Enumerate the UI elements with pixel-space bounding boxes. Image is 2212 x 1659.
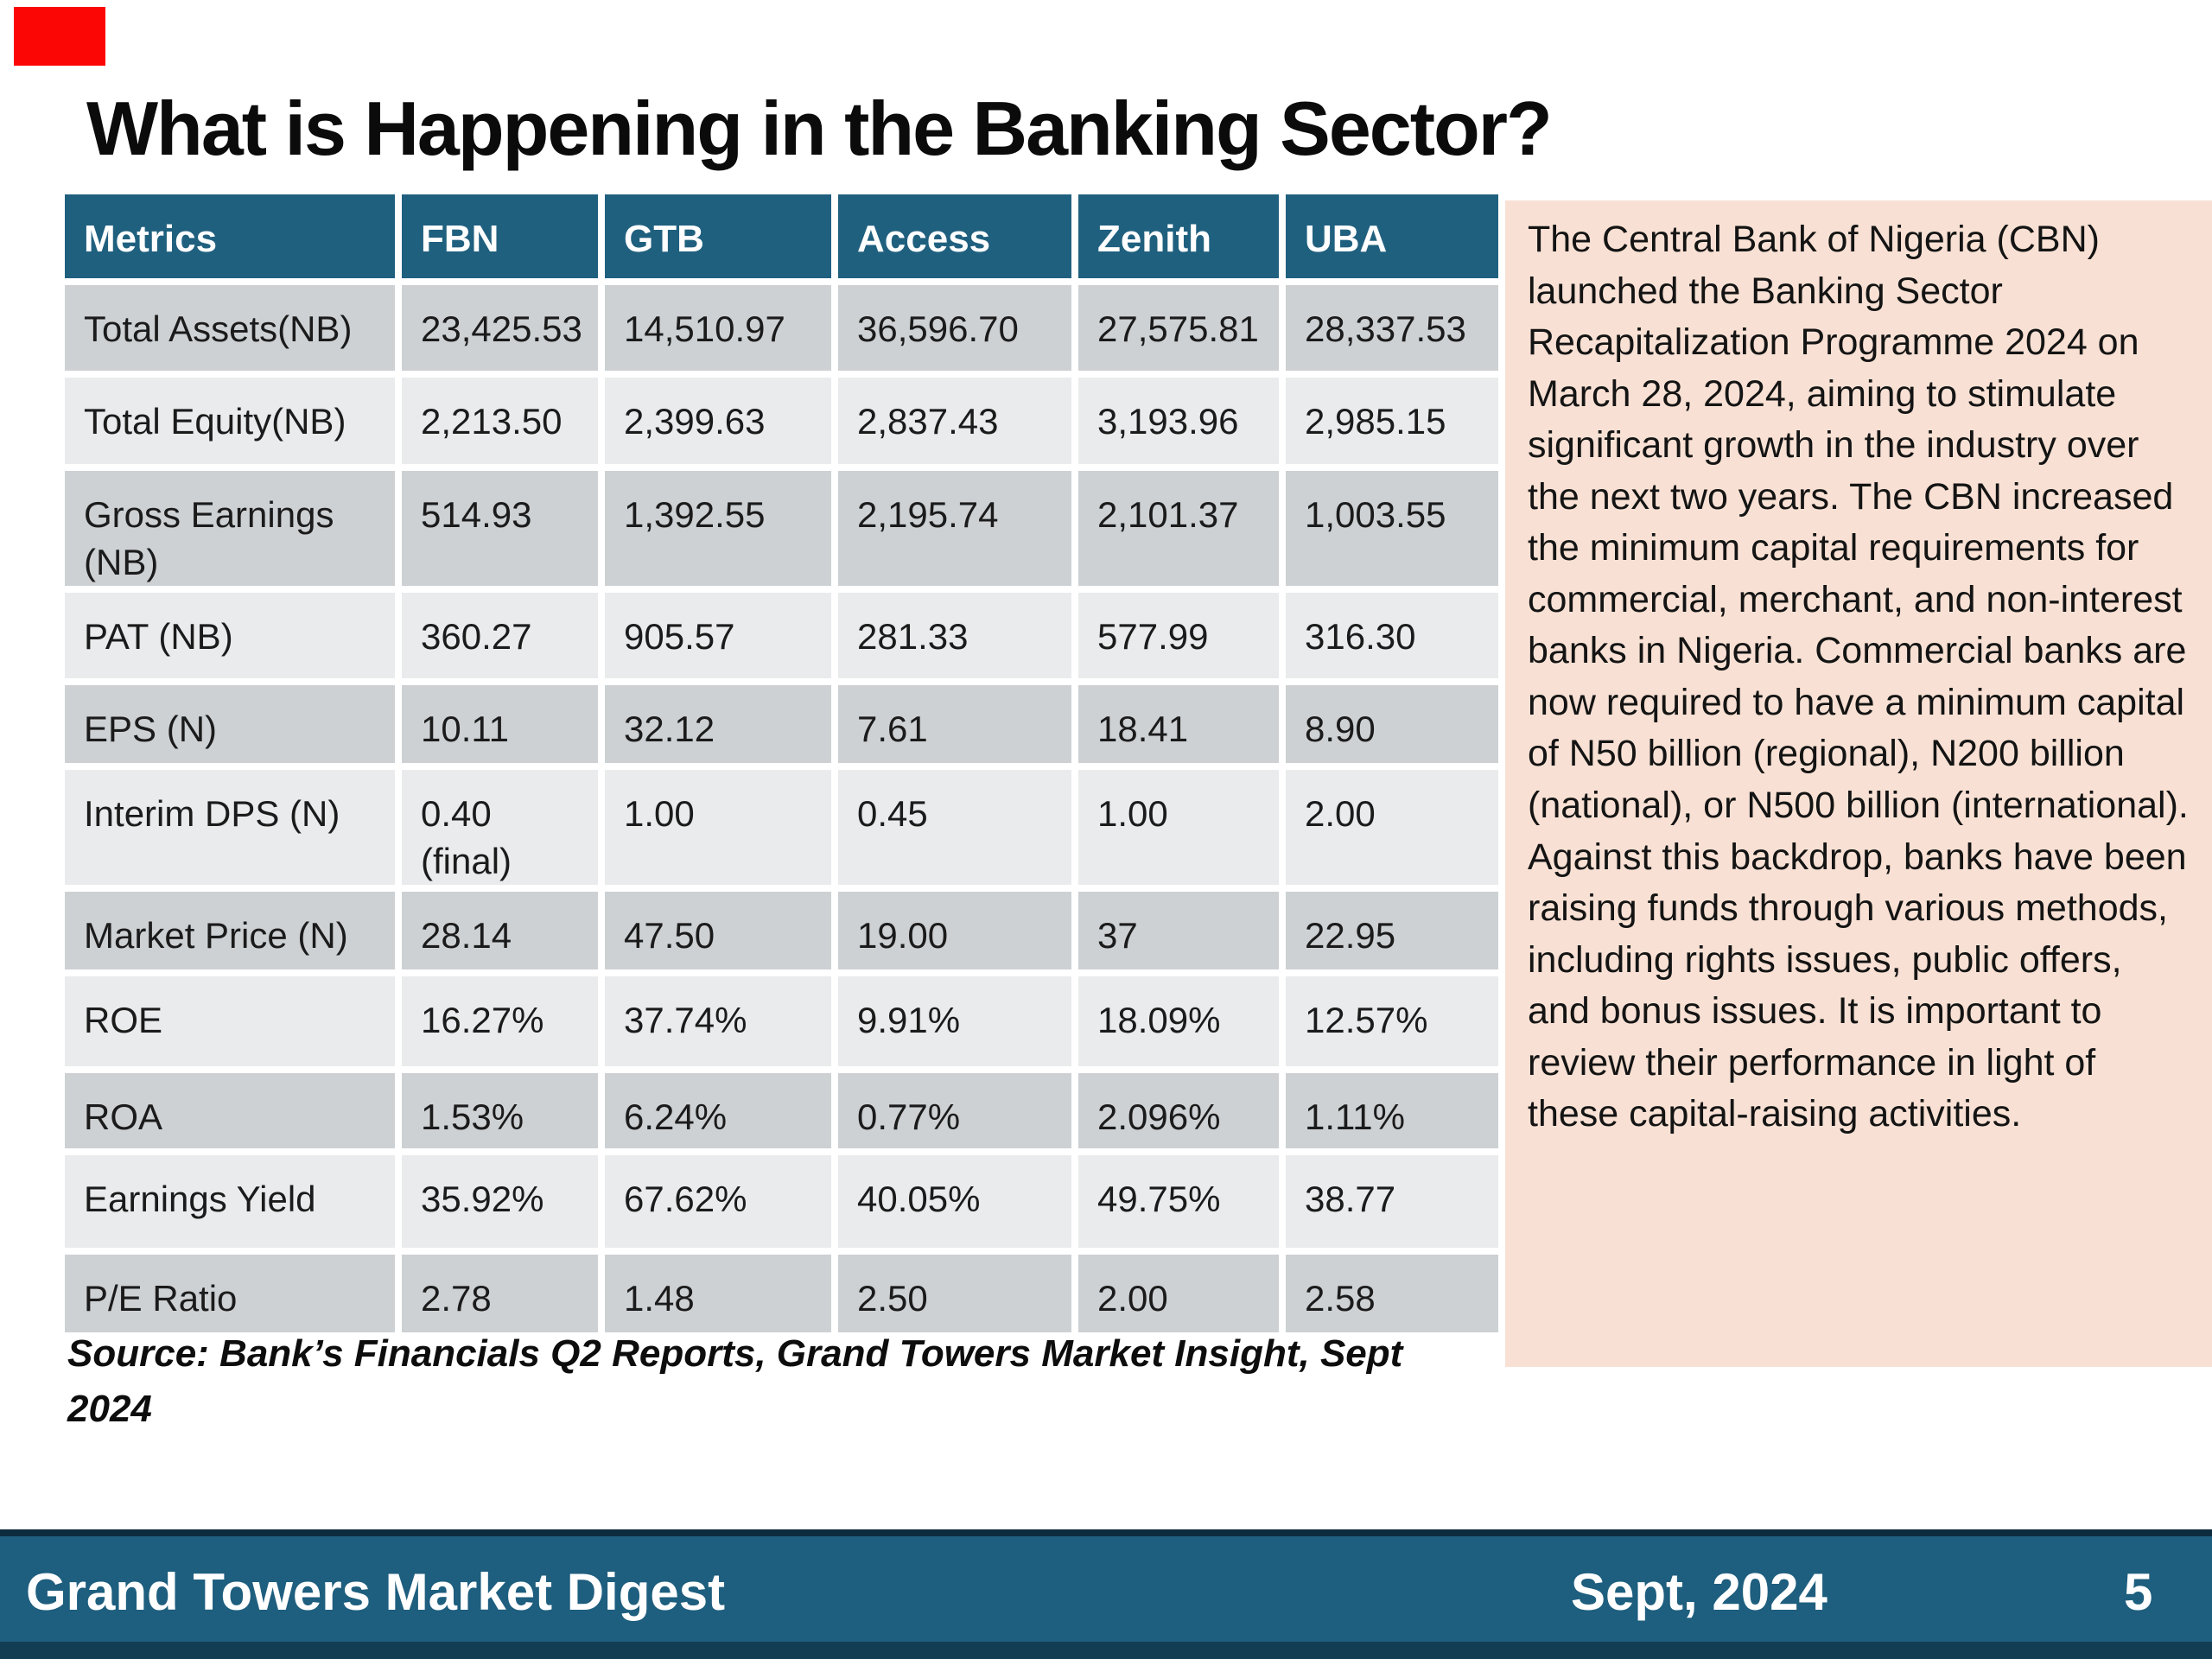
metric-value: 36,596.70 (838, 285, 1078, 378)
table-row: PAT (NB) 360.27 905.57 281.33 577.99 316.30 (65, 593, 1498, 686)
table-row: Earnings Yield 35.92% 67.62% 40.05% 49.75% 38… (65, 1155, 1498, 1255)
metric-value: 0.45 (838, 770, 1078, 893)
metric-label: Total Assets(NB) (65, 285, 402, 378)
column-header-zenith: Zenith (1078, 194, 1286, 285)
metric-value: 37 (1078, 892, 1286, 977)
metric-value: 47.50 (605, 892, 838, 977)
metric-value: 1,392.55 (605, 471, 838, 594)
table-row: Interim DPS (N) 0.40 (final) 1.00 0.45 1.00 2… (65, 770, 1498, 893)
metric-value: 32.12 (605, 685, 838, 771)
metric-value: 37.74% (605, 976, 838, 1074)
metric-value: 2.50 (838, 1255, 1078, 1340)
metric-label: Interim DPS (N) (65, 770, 402, 893)
metric-value: 0.40 (final) (402, 770, 605, 893)
page-title: What is Happening in the Banking Sector? (86, 86, 1553, 171)
table-row: EPS (N) 10.11 32.12 7.61 18.41 8.90 (65, 685, 1498, 771)
metric-value: 316.30 (1286, 593, 1498, 686)
metric-value: 6.24% (605, 1073, 838, 1156)
metric-value: 2,213.50 (402, 378, 605, 471)
metric-value: 10.11 (402, 685, 605, 771)
commentary-paragraph: The Central Bank of Nigeria (CBN) launch… (1528, 219, 2189, 827)
metric-value: 360.27 (402, 593, 605, 686)
table-row: Market Price (N) 28.14 47.50 19.00 37 22.95 (65, 892, 1498, 977)
metric-value: 1.00 (1078, 770, 1286, 893)
metric-label: P/E Ratio (65, 1255, 402, 1340)
metric-value: 16.27% (402, 976, 605, 1074)
metric-value: 19.00 (838, 892, 1078, 977)
table-row: Total Equity(NB) 2,213.50 2,399.63 2,837.43… (65, 378, 1498, 471)
metric-value: 38.77 (1286, 1155, 1498, 1255)
metric-value: 1.00 (605, 770, 838, 893)
metric-value: 2.00 (1078, 1255, 1286, 1340)
table-row: P/E Ratio 2.78 1.48 2.50 2.00 2.58 (65, 1255, 1498, 1340)
metric-label: ROA (65, 1073, 402, 1156)
table-row: ROA 1.53% 6.24% 0.77% 2.096% 1.11% (65, 1073, 1498, 1156)
metric-value: 49.75% (1078, 1155, 1286, 1255)
column-header-access: Access (838, 194, 1078, 285)
metric-value: 12.57% (1286, 976, 1498, 1074)
metric-label: PAT (NB) (65, 593, 402, 686)
metric-label: Gross Earnings (NB) (65, 471, 402, 594)
metric-value: 2,399.63 (605, 378, 838, 471)
metric-value: 2,837.43 (838, 378, 1078, 471)
metric-value: 2.78 (402, 1255, 605, 1340)
metric-value: 35.92% (402, 1155, 605, 1255)
commentary-panel: The Central Bank of Nigeria (CBN) launch… (1505, 200, 2212, 1367)
metric-value: 1.53% (402, 1073, 605, 1156)
footer-brand: Grand Towers Market Digest (26, 1563, 726, 1621)
metric-value: 3,193.96 (1078, 378, 1286, 471)
metric-value: 14,510.97 (605, 285, 838, 378)
metric-value: 2.58 (1286, 1255, 1498, 1340)
metric-value: 9.91% (838, 976, 1078, 1074)
metric-value: 905.57 (605, 593, 838, 686)
metric-label: ROE (65, 976, 402, 1074)
metric-value: 23,425.53 (402, 285, 605, 378)
column-header-uba: UBA (1286, 194, 1498, 285)
metric-value: 281.33 (838, 593, 1078, 686)
footer-page-number: 5 (2124, 1563, 2153, 1621)
metric-value: 2,985.15 (1286, 378, 1498, 471)
metric-value: 27,575.81 (1078, 285, 1286, 378)
table-header-row: Metrics FBN GTB Access Zenith UBA (65, 194, 1498, 285)
metric-value: 2.00 (1286, 770, 1498, 893)
commentary-paragraph: Against this backdrop, banks have been r… (1528, 836, 2187, 1135)
table-row: Total Assets(NB) 23,425.53 14,510.97 36,596… (65, 285, 1498, 378)
metric-value: 2.096% (1078, 1073, 1286, 1156)
metric-value: 514.93 (402, 471, 605, 594)
table-body: Total Assets(NB) 23,425.53 14,510.97 36,596… (65, 285, 1498, 1340)
table-row: Gross Earnings (NB) 514.93 1,392.55 2,195.7… (65, 471, 1498, 594)
metric-value: 67.62% (605, 1155, 838, 1255)
metric-value: 8.90 (1286, 685, 1498, 771)
metric-value: 7.61 (838, 685, 1078, 771)
metric-value: 2,101.37 (1078, 471, 1286, 594)
source-note: Source: Bank’s Financials Q2 Reports, Gr… (67, 1332, 1403, 1430)
metric-value: 577.99 (1078, 593, 1286, 686)
footer-date: Sept, 2024 (1571, 1563, 1827, 1621)
metric-value: 1.48 (605, 1255, 838, 1340)
column-header-fbn: FBN (402, 194, 605, 285)
metric-value: 22.95 (1286, 892, 1498, 977)
metric-label: EPS (N) (65, 685, 402, 771)
metric-value: 0.77% (838, 1073, 1078, 1156)
metric-label: Market Price (N) (65, 892, 402, 977)
table-row: ROE 16.27% 37.74% 9.91% 18.09% 12.57% (65, 976, 1498, 1074)
metric-value: 18.41 (1078, 685, 1286, 771)
metric-value: 18.09% (1078, 976, 1286, 1074)
metric-value: 40.05% (838, 1155, 1078, 1255)
metric-label: Total Equity(NB) (65, 378, 402, 471)
column-header-metrics: Metrics (65, 194, 402, 285)
metric-value: 28.14 (402, 892, 605, 977)
metric-value: 2,195.74 (838, 471, 1078, 594)
red-marker (14, 7, 105, 66)
footer-bottom-strip (0, 1642, 2212, 1659)
metrics-table: Metrics FBN GTB Access Zenith UBA Total Asset… (65, 194, 1498, 1340)
column-header-gtb: GTB (605, 194, 838, 285)
footer-bar: Grand Towers Market Digest Sept, 2024 5 (0, 1529, 2212, 1659)
metric-label: Earnings Yield (65, 1155, 402, 1255)
metric-value: 1.11% (1286, 1073, 1498, 1156)
metric-value: 28,337.53 (1286, 285, 1498, 378)
metric-value: 1,003.55 (1286, 471, 1498, 594)
